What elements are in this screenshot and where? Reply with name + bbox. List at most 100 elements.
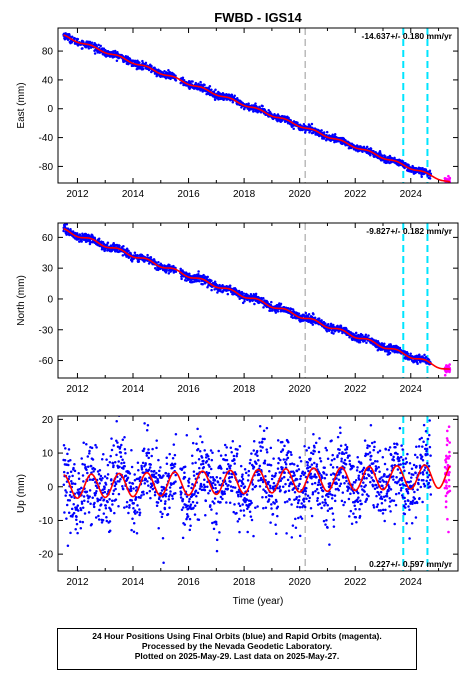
up-final-point (108, 461, 112, 464)
east-rapid-point (446, 184, 449, 187)
up-final-point (268, 470, 271, 473)
up-final-point (241, 473, 244, 476)
up-final-point (293, 498, 296, 501)
east-y-axis-label: East (mm) (16, 82, 27, 128)
up-final-point (365, 497, 369, 501)
up-final-point (232, 454, 236, 458)
north-final-point (172, 264, 175, 268)
up-final-point (290, 462, 294, 465)
up-final-point (207, 471, 211, 475)
up-final-point (161, 536, 165, 540)
up-final-point (114, 482, 118, 486)
north-final-point (215, 284, 219, 287)
up-final-point (265, 450, 269, 454)
up-final-point (82, 495, 86, 498)
up-final-point (270, 477, 274, 481)
up-final-point (311, 482, 314, 486)
east-final-point (87, 47, 91, 50)
up-final-point (252, 534, 255, 538)
east-y-tick-label: -80 (39, 162, 54, 173)
up-final-point (174, 491, 177, 495)
up-final-point (66, 452, 69, 456)
north-final-point (404, 357, 408, 360)
up-final-point (278, 485, 282, 488)
up-final-point (106, 463, 110, 467)
up-final-point (373, 487, 377, 491)
north-y-tick-label: 0 (47, 294, 53, 305)
up-final-point (306, 494, 310, 497)
up-final-point (208, 489, 212, 493)
north-final-point (291, 308, 295, 311)
up-final-point (104, 504, 107, 507)
up-final-point (233, 503, 236, 506)
up-final-point (70, 495, 73, 499)
up-final-point (350, 467, 354, 470)
up-final-point (136, 510, 139, 514)
up-final-point (310, 514, 314, 518)
up-final-point (263, 459, 267, 462)
north-final-point (80, 240, 83, 243)
up-final-point (93, 494, 97, 497)
up-final-point (308, 496, 311, 500)
up-final-point (345, 479, 348, 483)
up-final-point (121, 485, 124, 488)
up-final-point (140, 468, 144, 471)
up-final-point (323, 504, 326, 507)
up-final-point (269, 521, 272, 524)
up-final-point (193, 492, 196, 496)
north-final-point (254, 292, 258, 296)
up-final-point (271, 512, 275, 516)
up-final-point (102, 498, 106, 501)
up-final-point (105, 477, 109, 480)
up-final-point (258, 485, 262, 488)
north-final-point (202, 273, 205, 277)
east-rapid-point (447, 184, 450, 187)
north-final-point (213, 288, 216, 291)
up-final-point (276, 514, 279, 518)
up-final-point (85, 468, 88, 471)
north-final-point (357, 333, 360, 337)
up-final-point (102, 452, 105, 456)
up-final-point (218, 483, 221, 487)
up-final-point (164, 492, 168, 496)
up-final-point (246, 507, 249, 511)
up-final-point (96, 470, 100, 473)
up-final-point (71, 482, 75, 485)
up-final-point (154, 476, 158, 479)
up-final-point (326, 504, 329, 507)
up-final-point (67, 448, 71, 451)
up-final-point (274, 523, 277, 527)
up-final-point (88, 452, 91, 455)
up-final-point (335, 482, 339, 485)
north-final-point (311, 323, 315, 326)
up-final-point (295, 495, 299, 499)
up-final-point (302, 497, 306, 501)
up-final-point (128, 472, 132, 475)
up-final-point (100, 496, 103, 500)
up-final-point (348, 454, 351, 457)
up-final-point (297, 498, 301, 502)
up-final-point (354, 507, 357, 511)
east-final-point (167, 68, 170, 72)
up-final-point (215, 512, 218, 515)
north-final-point (416, 362, 419, 366)
up-final-point (169, 490, 172, 493)
up-final-point (340, 467, 343, 471)
up-final-point (305, 449, 308, 452)
up-final-point (115, 453, 118, 457)
up-final-point (313, 481, 317, 485)
up-final-point (225, 446, 228, 449)
up-final-point (205, 471, 208, 474)
up-final-point (249, 515, 253, 518)
up-final-point (341, 451, 344, 454)
up-final-point (180, 491, 183, 495)
up-final-point (143, 482, 147, 485)
east-final-point (403, 166, 406, 170)
up-final-point (235, 511, 238, 515)
up-final-point (88, 478, 92, 481)
up-final-point (241, 482, 245, 486)
up-final-point (116, 441, 119, 444)
up-final-point (209, 449, 213, 452)
up-final-point (250, 452, 253, 455)
up-final-point (162, 474, 165, 477)
